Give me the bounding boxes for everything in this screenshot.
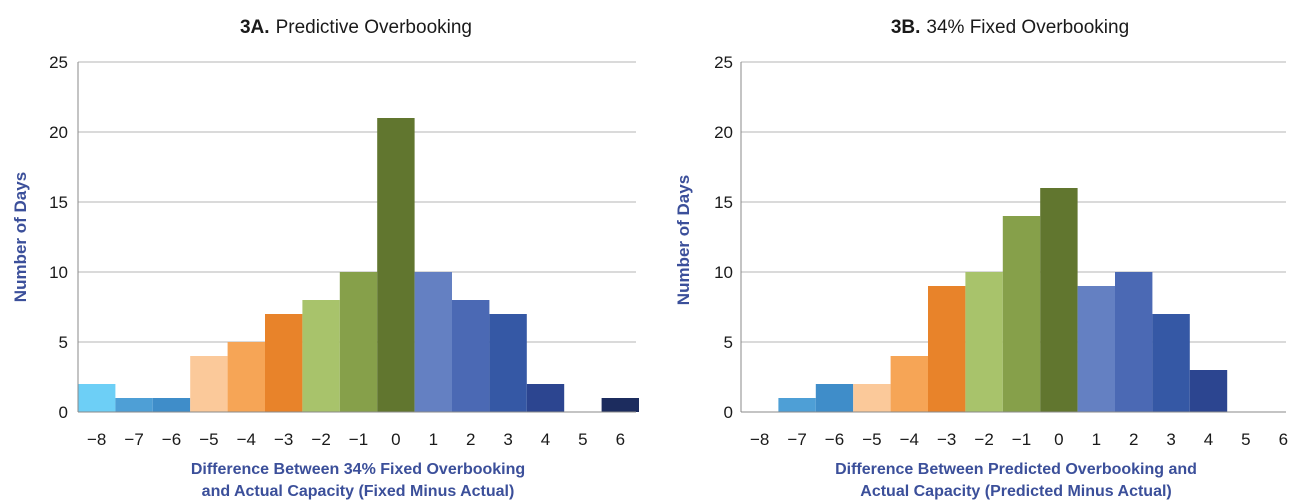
chart-3b-ytick-label: 10: [714, 263, 733, 282]
chart-3b-xtick-label: −1: [1012, 430, 1031, 449]
chart-3b-bar: [890, 356, 928, 412]
chart-3b-xtick-label: 5: [1241, 430, 1250, 449]
chart-3a-ylabel: Number of Days: [11, 172, 30, 302]
chart-3a-ytick-label: 15: [49, 193, 68, 212]
chart-3b-xtick-label: −3: [937, 430, 956, 449]
chart-3b-xtick-label: 3: [1166, 430, 1175, 449]
chart-3b-title-prefix: 3B.: [891, 17, 921, 38]
chart-3b-xtick-label: 0: [1054, 430, 1063, 449]
chart-3a-bar: [115, 398, 153, 412]
chart-3b-bar: [815, 384, 854, 412]
chart-3b-bar: [1040, 188, 1078, 412]
chart-3a-bar: [152, 398, 191, 412]
chart-3a-xtick-label: −4: [237, 430, 256, 449]
chart-3a-xlabel-line2: and Actual Capacity (Fixed Minus Actual): [202, 483, 515, 500]
chart-3b-bar: [1002, 216, 1041, 412]
chart-3b-bar: [1189, 370, 1228, 412]
chart-3a-xtick-label: −8: [87, 430, 106, 449]
chart-3a-xtick-label: −5: [199, 430, 218, 449]
chart-3b: 3B. 34% Fixed Overbooking Number of Days …: [674, 17, 1288, 500]
chart-3a-xtick-label: −2: [311, 430, 330, 449]
chart-3a-bar: [78, 384, 116, 412]
chart-3a-ytick-label: 0: [59, 403, 68, 422]
chart-3a-bar: [526, 384, 565, 412]
chart-3b-xtick-label: −4: [900, 430, 919, 449]
chart-3b-xtick-label: 1: [1092, 430, 1101, 449]
chart-3b-title-text: 34% Fixed Overbooking: [926, 17, 1129, 38]
chart-3a-xtick-label: 2: [466, 430, 475, 449]
chart-3b-ytick-label: 25: [714, 53, 733, 72]
chart-3a-bar: [489, 314, 527, 412]
chart-3b-bar: [1115, 272, 1153, 412]
chart-3b-plot: 0 5 10 15 20 25 −8 −7 −6 −5 −4 −3 −2 −1 0 1 2 3 4 5 6: [714, 53, 1288, 449]
chart-3a-bar: [227, 342, 265, 412]
chart-3b-ytick-label: 15: [714, 193, 733, 212]
chart-3a-xtick-label: 4: [541, 430, 550, 449]
chart-3a-title-text: Predictive Overbooking: [276, 17, 472, 38]
chart-3a-title-prefix: 3A.: [240, 17, 270, 38]
chart-3b-xtick-label: −2: [974, 430, 993, 449]
chart-3b-xtick-label: −5: [862, 430, 881, 449]
chart-3a-bar: [302, 300, 340, 412]
chart-3a-xtick-label: −1: [349, 430, 368, 449]
chart-3a-bar: [414, 272, 452, 412]
chart-3a-xtick-label: −6: [162, 430, 181, 449]
chart-3a-ytick-label: 10: [49, 263, 68, 282]
chart-3a-xtick-label: 5: [578, 430, 587, 449]
chart-3a-bar: [601, 398, 639, 412]
chart-3a: 3A. Predictive Overbooking Number of Days…: [11, 17, 639, 500]
chart-3a-ytick-label: 20: [49, 123, 68, 142]
chart-3b-ytick-label: 0: [724, 403, 733, 422]
chart-3b-bar: [853, 384, 891, 412]
chart-3b-xlabel-line2: Actual Capacity (Predicted Minus Actual): [860, 483, 1171, 500]
chart-3b-xtick-label: 6: [1279, 430, 1288, 449]
chart-3a-bar: [265, 314, 303, 412]
chart-3a-title: 3A. Predictive Overbooking: [240, 17, 472, 38]
chart-3b-bar: [1077, 286, 1115, 412]
chart-3b-bar: [1152, 314, 1190, 412]
chart-3b-xtick-label: −6: [825, 430, 844, 449]
chart-3a-xtick-label: 0: [391, 430, 400, 449]
chart-3a-xtick-label: 6: [616, 430, 625, 449]
chart-3b-ylabel: Number of Days: [674, 175, 693, 305]
chart-3b-bar: [778, 398, 816, 412]
chart-3a-xlabel-line1: Difference Between 34% Fixed Overbooking: [191, 461, 525, 478]
chart-3a-ytick-label: 25: [49, 53, 68, 72]
chart-3b-xlabel-line1: Difference Between Predicted Overbooking…: [835, 461, 1197, 478]
chart-3a-bar: [339, 272, 378, 412]
chart-3a-plot: 0 5 10 15 20 25 −8 −7 −6 −5 −4 −3 −2 −1 0 1 2 3 4 5 6: [49, 53, 639, 449]
chart-3b-xtick-label: −7: [787, 430, 806, 449]
chart-3a-bar: [452, 300, 490, 412]
chart-3a-ytick-label: 5: [59, 333, 68, 352]
chart-3a-xtick-label: −3: [274, 430, 293, 449]
chart-3a-bar: [190, 356, 228, 412]
chart-3a-xtick-label: −7: [124, 430, 143, 449]
chart-3b-ytick-label: 20: [714, 123, 733, 142]
chart-3b-xtick-label: 4: [1204, 430, 1213, 449]
chart-3b-xtick-label: −8: [750, 430, 769, 449]
chart-3b-xtick-label: 2: [1129, 430, 1138, 449]
chart-3a-bar: [377, 118, 415, 412]
chart-3b-bar: [928, 286, 966, 412]
chart-3b-bar: [965, 272, 1003, 412]
chart-3b-title: 3B. 34% Fixed Overbooking: [891, 17, 1129, 38]
chart-3a-xtick-label: 3: [503, 430, 512, 449]
chart-3b-ytick-label: 5: [724, 333, 733, 352]
chart-3a-xtick-label: 1: [429, 430, 438, 449]
